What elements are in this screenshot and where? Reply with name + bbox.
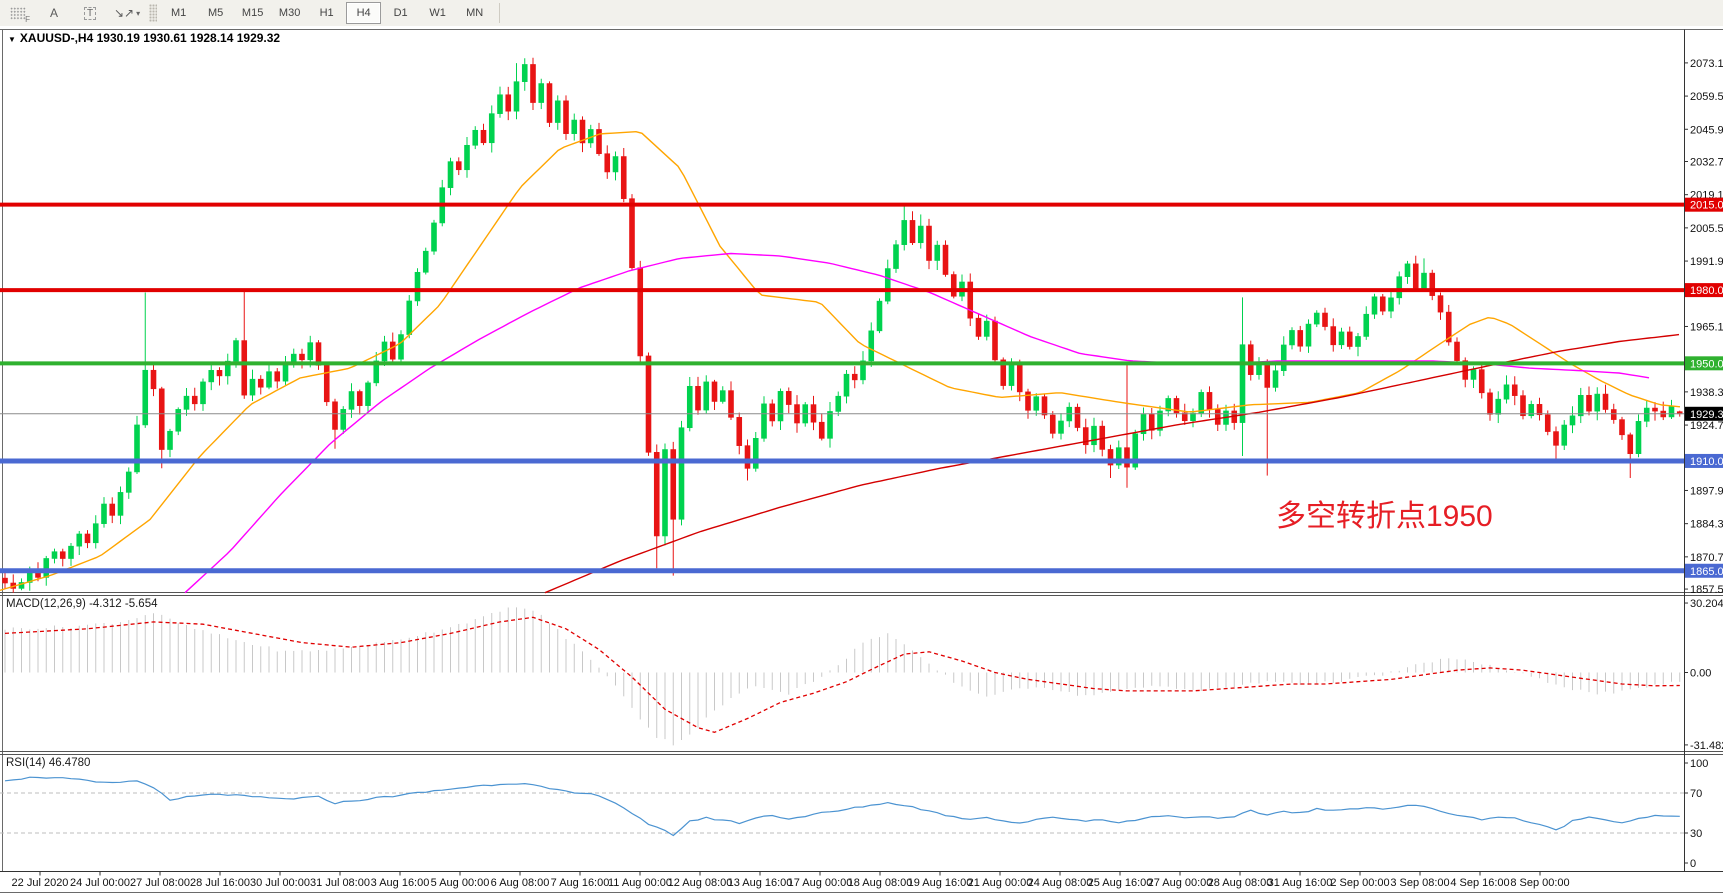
date-tick: 2 Sep 00:00 <box>1330 877 1389 889</box>
chart-area[interactable]: 2073.102059.502045.902032.702019.102005.… <box>0 26 1723 895</box>
font-icon[interactable]: A <box>49 6 58 20</box>
date-tick: 12 Aug 08:00 <box>668 877 733 889</box>
macd-label: MACD(12,26,9) -4.312 -5.654 <box>6 598 158 610</box>
price-tick: 2045.90 <box>1690 124 1723 136</box>
price-badge-1980.00-text: 1980.00 <box>1690 285 1723 297</box>
price-tick: 2073.10 <box>1690 58 1723 70</box>
price-tick: 2032.70 <box>1690 156 1723 168</box>
timeframe-button-M30[interactable]: M30 <box>278 7 301 19</box>
rsi-tick: 0 <box>1690 858 1696 870</box>
dropdown-caret-icon[interactable]: ▾ <box>136 8 141 18</box>
timeframe-button-M5[interactable]: M5 <box>207 7 224 19</box>
date-tick: 7 Aug 16:00 <box>551 877 610 889</box>
price-tick: 1897.90 <box>1690 485 1723 497</box>
rsi-level-lines <box>0 792 1684 834</box>
date-tick: 3 Sep 08:00 <box>1390 877 1449 889</box>
arrange-arrows-icon[interactable]: ↘↗ ▾ <box>114 6 141 20</box>
date-tick: 24 Aug 08:00 <box>1028 877 1093 889</box>
price-tick: 1965.10 <box>1690 321 1723 333</box>
date-tick: 31 Aug 16:00 <box>1268 877 1333 889</box>
date-tick: 30 Jul 00:00 <box>250 877 310 889</box>
ma-mid-magenta <box>184 252 1650 594</box>
timeframe-button-W1[interactable]: W1 <box>429 7 446 19</box>
drawing-tools-group: F A T ↘↗ ▾ <box>0 2 146 24</box>
timeframe-button-M15[interactable]: M15 <box>241 7 264 19</box>
macd-signal-line <box>4 616 1680 733</box>
price-tick: 1884.30 <box>1690 519 1723 531</box>
price-tick: 2059.50 <box>1690 91 1723 103</box>
date-tick: 6 Aug 08:00 <box>491 877 550 889</box>
date-tick: 25 Aug 16:00 <box>1088 877 1153 889</box>
annotation-text: 多空转折点1950 <box>1276 500 1493 533</box>
date-tick: 4 Sep 16:00 <box>1450 877 1509 889</box>
macd-axis[interactable]: 30.204 0.00 -31.482 <box>1684 598 1723 752</box>
date-axis[interactable]: 22 Jul 2020 24 Jul 00:00 27 Jul 08:00 28 Ju… <box>12 871 1570 890</box>
date-tick: 24 Jul 00:00 <box>70 877 130 889</box>
current-price-badge-text: 1929.32 <box>1690 409 1723 421</box>
date-tick: 28 Aug 08:00 <box>1208 877 1273 889</box>
date-tick: 18 Aug 08:00 <box>848 877 913 889</box>
price-badge-1865.00: 1865.00 <box>1685 563 1723 578</box>
macd-tick: -31.482 <box>1690 740 1723 752</box>
price-badge-2015.00: 2015.00 <box>1685 197 1723 212</box>
date-tick: 11 Aug 00:00 <box>608 877 672 889</box>
macd-tick: 30.204 <box>1690 598 1723 610</box>
timeframe-button-M1[interactable]: M1 <box>170 7 187 19</box>
date-tick: 28 Jul 16:00 <box>190 877 250 889</box>
price-tick: 1870.70 <box>1690 552 1723 564</box>
rsi-tick: 30 <box>1690 828 1702 840</box>
rsi-tick: 70 <box>1690 788 1702 800</box>
timeframe-button-H4[interactable]: H4 <box>346 2 382 24</box>
timeframe-buttons-group: M1 M5 M15 M30 H1 H4 D1 W1 MN <box>160 2 493 24</box>
price-tick: 1991.90 <box>1690 256 1723 268</box>
rsi-tick: 100 <box>1690 758 1708 770</box>
price-tick: 1924.70 <box>1690 420 1723 432</box>
ma-fast-orange <box>0 130 1681 591</box>
date-tick: 8 Sep 00:00 <box>1510 877 1569 889</box>
price-badge-1910.00: 1910.00 <box>1685 453 1723 468</box>
price-badge-1910.00-text: 1910.00 <box>1690 456 1723 468</box>
current-price-badge: 1929.32 <box>1685 406 1723 421</box>
price-badge-1980.00: 1980.00 <box>1685 283 1723 298</box>
price-badge-2015.00-text: 2015.00 <box>1690 200 1723 212</box>
macd-tick: 0.00 <box>1690 668 1711 680</box>
macd-histogram <box>4 607 1681 746</box>
timeframe-button-MN[interactable]: MN <box>466 7 484 19</box>
toolbar-separator <box>499 3 501 23</box>
date-tick: 21 Aug 00:00 <box>968 877 1033 889</box>
timeframe-button-D1[interactable]: D1 <box>393 7 408 19</box>
price-badge-1950.00-text: 1950.00 <box>1690 358 1723 370</box>
rsi-label: RSI(14) 46.4780 <box>6 757 90 769</box>
date-tick: 13 Aug 16:00 <box>728 877 793 889</box>
price-badge-1865.00-text: 1865.00 <box>1690 566 1723 578</box>
ma-slow-red <box>544 333 1680 594</box>
date-tick: 3 Aug 16:00 <box>371 877 430 889</box>
toolbar-grip <box>149 4 158 22</box>
date-tick: 27 Aug 00:00 <box>1148 877 1213 889</box>
date-tick: 5 Aug 00:00 <box>431 877 490 889</box>
date-tick: 22 Jul 2020 <box>12 877 69 889</box>
text-label-tool-icon[interactable]: T <box>73 2 107 24</box>
date-tick: 31 Jul 08:00 <box>310 877 370 889</box>
date-tick: 27 Jul 08:00 <box>130 877 190 889</box>
rsi-axis[interactable]: 100 70 30 0 <box>1684 758 1708 870</box>
price-tick: 1938.30 <box>1690 387 1723 399</box>
chart-title: ▼ XAUUSD-,H4 1930.19 1930.61 1928.14 1929… <box>8 31 280 45</box>
price-tick: 1857.50 <box>1690 584 1723 596</box>
price-tick: 2005.50 <box>1690 223 1723 235</box>
main-toolbar: F A T ↘↗ ▾ M1 M5 M15 M30 H1 H4 D1 W1 MN <box>0 0 1723 27</box>
rsi-line <box>4 776 1680 837</box>
timeframe-button-H1[interactable]: H1 <box>319 7 334 19</box>
chart-template-grid-icon[interactable]: F <box>1 2 35 24</box>
date-tick: 17 Aug 00:00 <box>788 877 853 889</box>
date-tick: 19 Aug 16:00 <box>908 877 973 889</box>
price-badge-1950.00: 1950.00 <box>1685 356 1723 371</box>
